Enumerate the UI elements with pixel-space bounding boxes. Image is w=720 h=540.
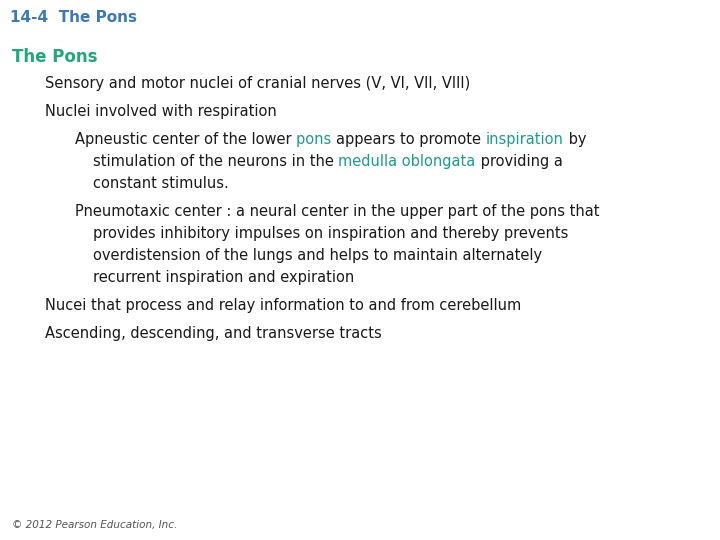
Text: © 2012 Pearson Education, Inc.: © 2012 Pearson Education, Inc. (12, 520, 177, 530)
Text: stimulation of the neurons in the: stimulation of the neurons in the (93, 154, 338, 168)
Text: Ascending, descending, and transverse tracts: Ascending, descending, and transverse tr… (45, 326, 382, 341)
Text: overdistension of the lungs and helps to maintain alternately: overdistension of the lungs and helps to… (93, 248, 542, 262)
Text: The Pons: The Pons (12, 48, 97, 66)
Text: provides inhibitory impulses on inspiration and thereby prevents: provides inhibitory impulses on inspirat… (93, 226, 568, 241)
Text: recurrent inspiration and expiration: recurrent inspiration and expiration (93, 269, 354, 285)
Text: pons: pons (296, 132, 336, 147)
Text: inspiration: inspiration (486, 132, 564, 147)
Text: appears to promote: appears to promote (336, 132, 486, 147)
Text: by: by (564, 132, 586, 147)
Text: Apneustic center of the lower: Apneustic center of the lower (75, 132, 296, 147)
Text: constant stimulus.: constant stimulus. (93, 176, 229, 191)
Text: Sensory and motor nuclei of cranial nerves (V, VI, VII, VIII): Sensory and motor nuclei of cranial nerv… (45, 76, 470, 91)
Text: medulla oblongata: medulla oblongata (338, 154, 476, 168)
Text: Nucei that process and relay information to and from cerebellum: Nucei that process and relay information… (45, 298, 521, 313)
Text: 14-4  The Pons: 14-4 The Pons (10, 10, 137, 25)
Text: Pneumotaxic center : a neural center in the upper part of the pons that: Pneumotaxic center : a neural center in … (75, 204, 600, 219)
Text: Nuclei involved with respiration: Nuclei involved with respiration (45, 104, 276, 119)
Text: providing a: providing a (476, 154, 562, 168)
